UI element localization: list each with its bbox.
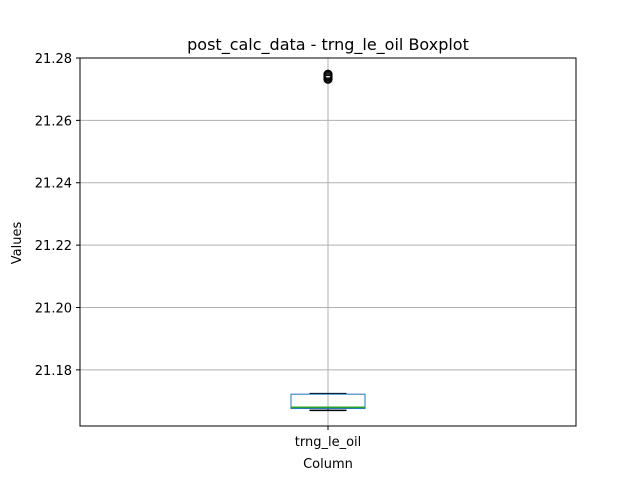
y-axis-label: Values [10, 222, 25, 265]
plot-area-frame [79, 57, 577, 427]
y-tick-label: 21.22 [35, 239, 72, 254]
outlier-point [323, 69, 333, 79]
box-group [290, 69, 366, 412]
grid-lines [80, 57, 576, 426]
y-tick-label: 21.20 [35, 301, 72, 316]
y-tick-label: 21.18 [35, 364, 72, 379]
chart-title: post_calc_data - trng_le_oil Boxplot [187, 35, 469, 55]
y-tick-label: 21.26 [35, 114, 72, 129]
boxes [290, 69, 366, 412]
y-tick-label: 21.28 [35, 52, 72, 67]
axis-ticks: 21.18 21.20 21.22 21.24 21.26 21.28 trng_le_oi… [35, 52, 361, 450]
y-tick-label: 21.24 [35, 177, 72, 192]
x-tick-label: trng_le_oil [295, 435, 362, 450]
x-axis-label: Column [303, 457, 353, 472]
box-iqr [290, 393, 366, 410]
